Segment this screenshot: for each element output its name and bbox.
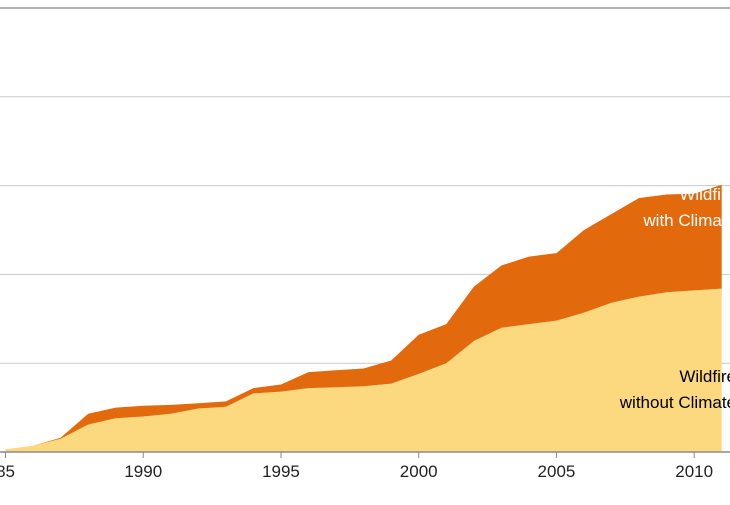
annotation-with: Wildfire <box>679 185 730 204</box>
area-series <box>5 184 722 452</box>
annotations: Wildfire with Climate Wildfire without Clim… <box>619 185 730 412</box>
x-tick-label: 1995 <box>262 462 300 481</box>
annotation-with: with Climate <box>642 211 730 230</box>
x-tick-label: 85 <box>0 462 15 481</box>
x-axis-ticks: 85 1990 1995 2000 2005 2010 <box>0 452 713 481</box>
x-tick-label: 2010 <box>675 462 713 481</box>
annotation-without: Wildfire <box>679 367 730 386</box>
annotation-without: without Climate <box>619 393 730 412</box>
x-tick-label: 2000 <box>400 462 438 481</box>
x-tick-label: 1990 <box>124 462 162 481</box>
area-with <box>5 184 722 450</box>
x-tick-label: 2005 <box>538 462 576 481</box>
